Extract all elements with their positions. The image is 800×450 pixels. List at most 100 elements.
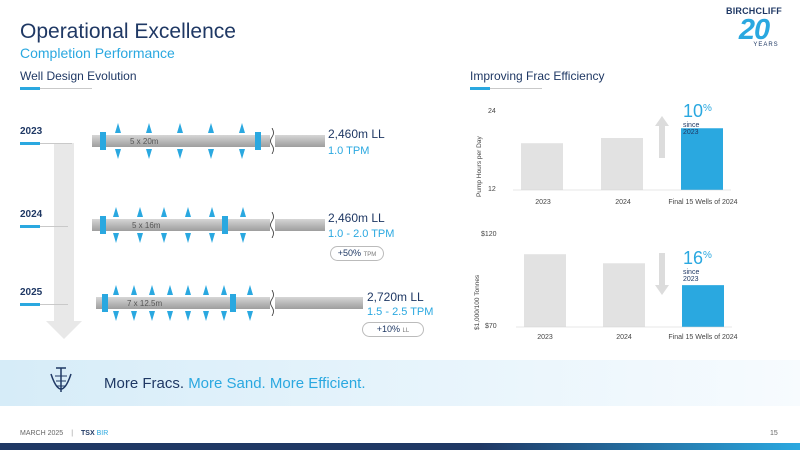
well-design-underline (20, 87, 40, 90)
year-label-2025: 2025 (20, 287, 43, 298)
since-label: since 2023 (683, 269, 700, 283)
chart-bar (601, 138, 643, 190)
chart-bar (603, 263, 645, 327)
frac-spike-icon (167, 285, 173, 295)
tagline-part-2: More Sand. (188, 375, 266, 392)
pipe-break-icon (270, 128, 274, 154)
frac-spike-icon (209, 207, 215, 217)
logo-years: YEARS (753, 42, 779, 48)
frac-spike-icon (146, 149, 152, 159)
percent-value: 10 (683, 101, 704, 121)
frac-spike-icon (113, 311, 119, 321)
y-axis-tick: 24 (488, 108, 496, 115)
year-label-2024: 2024 (20, 209, 43, 220)
footer-info: MARCH 2025 | TSX BIR (20, 430, 108, 437)
lateral-length: 2,460m LL (328, 127, 385, 141)
footer-date: MARCH 2025 (20, 430, 64, 437)
frac-plug (102, 294, 108, 312)
frac-well-icon (50, 367, 72, 392)
wellbore-pipe (96, 297, 270, 309)
footer-ticker: BIR (96, 430, 109, 437)
badge-value: +10% (376, 324, 401, 334)
timeline-arrow-shaft (54, 143, 74, 321)
logo-number: 20 (738, 14, 770, 46)
logo-name: BIRCHCLIFF (726, 6, 782, 16)
frac-plug (100, 216, 106, 234)
well-design-heading: Well Design Evolution (20, 69, 137, 83)
frac-spike-icon (131, 311, 137, 321)
tonnes-per-metre: 1.5 - 2.5 TPM (367, 306, 434, 318)
decrease-percent: 16% (683, 248, 712, 269)
frac-spike-icon (177, 149, 183, 159)
frac-spike-icon (167, 311, 173, 321)
wellbore-pipe (92, 219, 270, 231)
year-label-2023: 2023 (20, 126, 43, 137)
lateral-length: 2,460m LL (328, 211, 385, 225)
frac-spike-icon (247, 311, 253, 321)
frac-spike-icon (131, 285, 137, 295)
frac-spike-icon (239, 149, 245, 159)
tagline: More Fracs. More Sand. More Efficient. (104, 375, 366, 392)
frac-spike-icon (149, 285, 155, 295)
chart-bar (682, 285, 724, 327)
frac-spike-icon (161, 233, 167, 243)
footer-exchange: TSX (81, 430, 95, 437)
frac-spike-icon (161, 207, 167, 217)
frac-efficiency-underline-rule (490, 88, 542, 89)
frac-spike-icon (177, 123, 183, 133)
tagline-part-3: More Efficient. (269, 375, 366, 392)
tonnes-per-metre: 1.0 - 2.0 TPM (328, 228, 395, 240)
frac-efficiency-underline (470, 87, 490, 90)
frac-spike-icon (209, 233, 215, 243)
frac-spike-icon (115, 149, 121, 159)
frac-plug (222, 216, 228, 234)
badge-unit: LL (402, 328, 410, 334)
frac-spike-icon (185, 311, 191, 321)
frac-spike-icon (208, 149, 214, 159)
frac-plug (230, 294, 236, 312)
y-axis-tick: 12 (488, 186, 496, 193)
year-underline-rule (40, 304, 68, 305)
year-underline-rule (40, 143, 72, 144)
chart-bar (521, 143, 563, 190)
wellbore-pipe-extension (275, 219, 325, 231)
year-underline (20, 142, 40, 145)
frac-spike-icon (113, 207, 119, 217)
lateral-length-increase-badge: +10% LL (362, 322, 424, 337)
frac-spike-icon (185, 207, 191, 217)
y-axis-tick: $70 (485, 323, 497, 330)
x-axis-category: 2024 (615, 199, 631, 206)
well-design-underline-rule (40, 88, 92, 89)
year-underline (20, 303, 40, 306)
timeline-arrow-head (46, 321, 82, 339)
frac-spike-icon (185, 285, 191, 295)
frac-spike-icon (113, 233, 119, 243)
arrow-up-icon (655, 116, 669, 158)
since-label: since 2023 (683, 122, 700, 136)
stage-spacing-label: 5 x 16m (132, 221, 161, 230)
pipe-break-icon (270, 290, 274, 316)
frac-plug (100, 132, 106, 150)
wellbore-pipe (92, 135, 270, 147)
frac-spike-icon (221, 311, 227, 321)
chart-bar (681, 128, 723, 190)
tagline-banner (0, 360, 800, 406)
frac-plug (255, 132, 261, 150)
percent-sign: % (703, 250, 712, 261)
badge-unit: TPM (363, 252, 377, 258)
frac-spike-icon (203, 311, 209, 321)
frac-efficiency-heading: Improving Frac Efficiency (470, 69, 605, 83)
x-axis-category: 2023 (537, 334, 553, 341)
wellbore-pipe-extension (275, 297, 363, 309)
badge-value: +50% (337, 248, 362, 258)
y-axis-tick: $120 (481, 231, 497, 238)
frac-spike-icon (113, 285, 119, 295)
wellbore-pipe-extension (275, 135, 325, 147)
chart-y-axis-label: $1,000/100 Tonnes (474, 274, 481, 330)
company-logo: BIRCHCLIFF 20 YEARS (722, 6, 786, 50)
frac-spike-icon (247, 285, 253, 295)
page-subtitle: Completion Performance (20, 45, 175, 61)
tagline-part-1: More Fracs. (104, 375, 185, 392)
footer-bar (0, 443, 800, 450)
frac-spike-icon (240, 233, 246, 243)
